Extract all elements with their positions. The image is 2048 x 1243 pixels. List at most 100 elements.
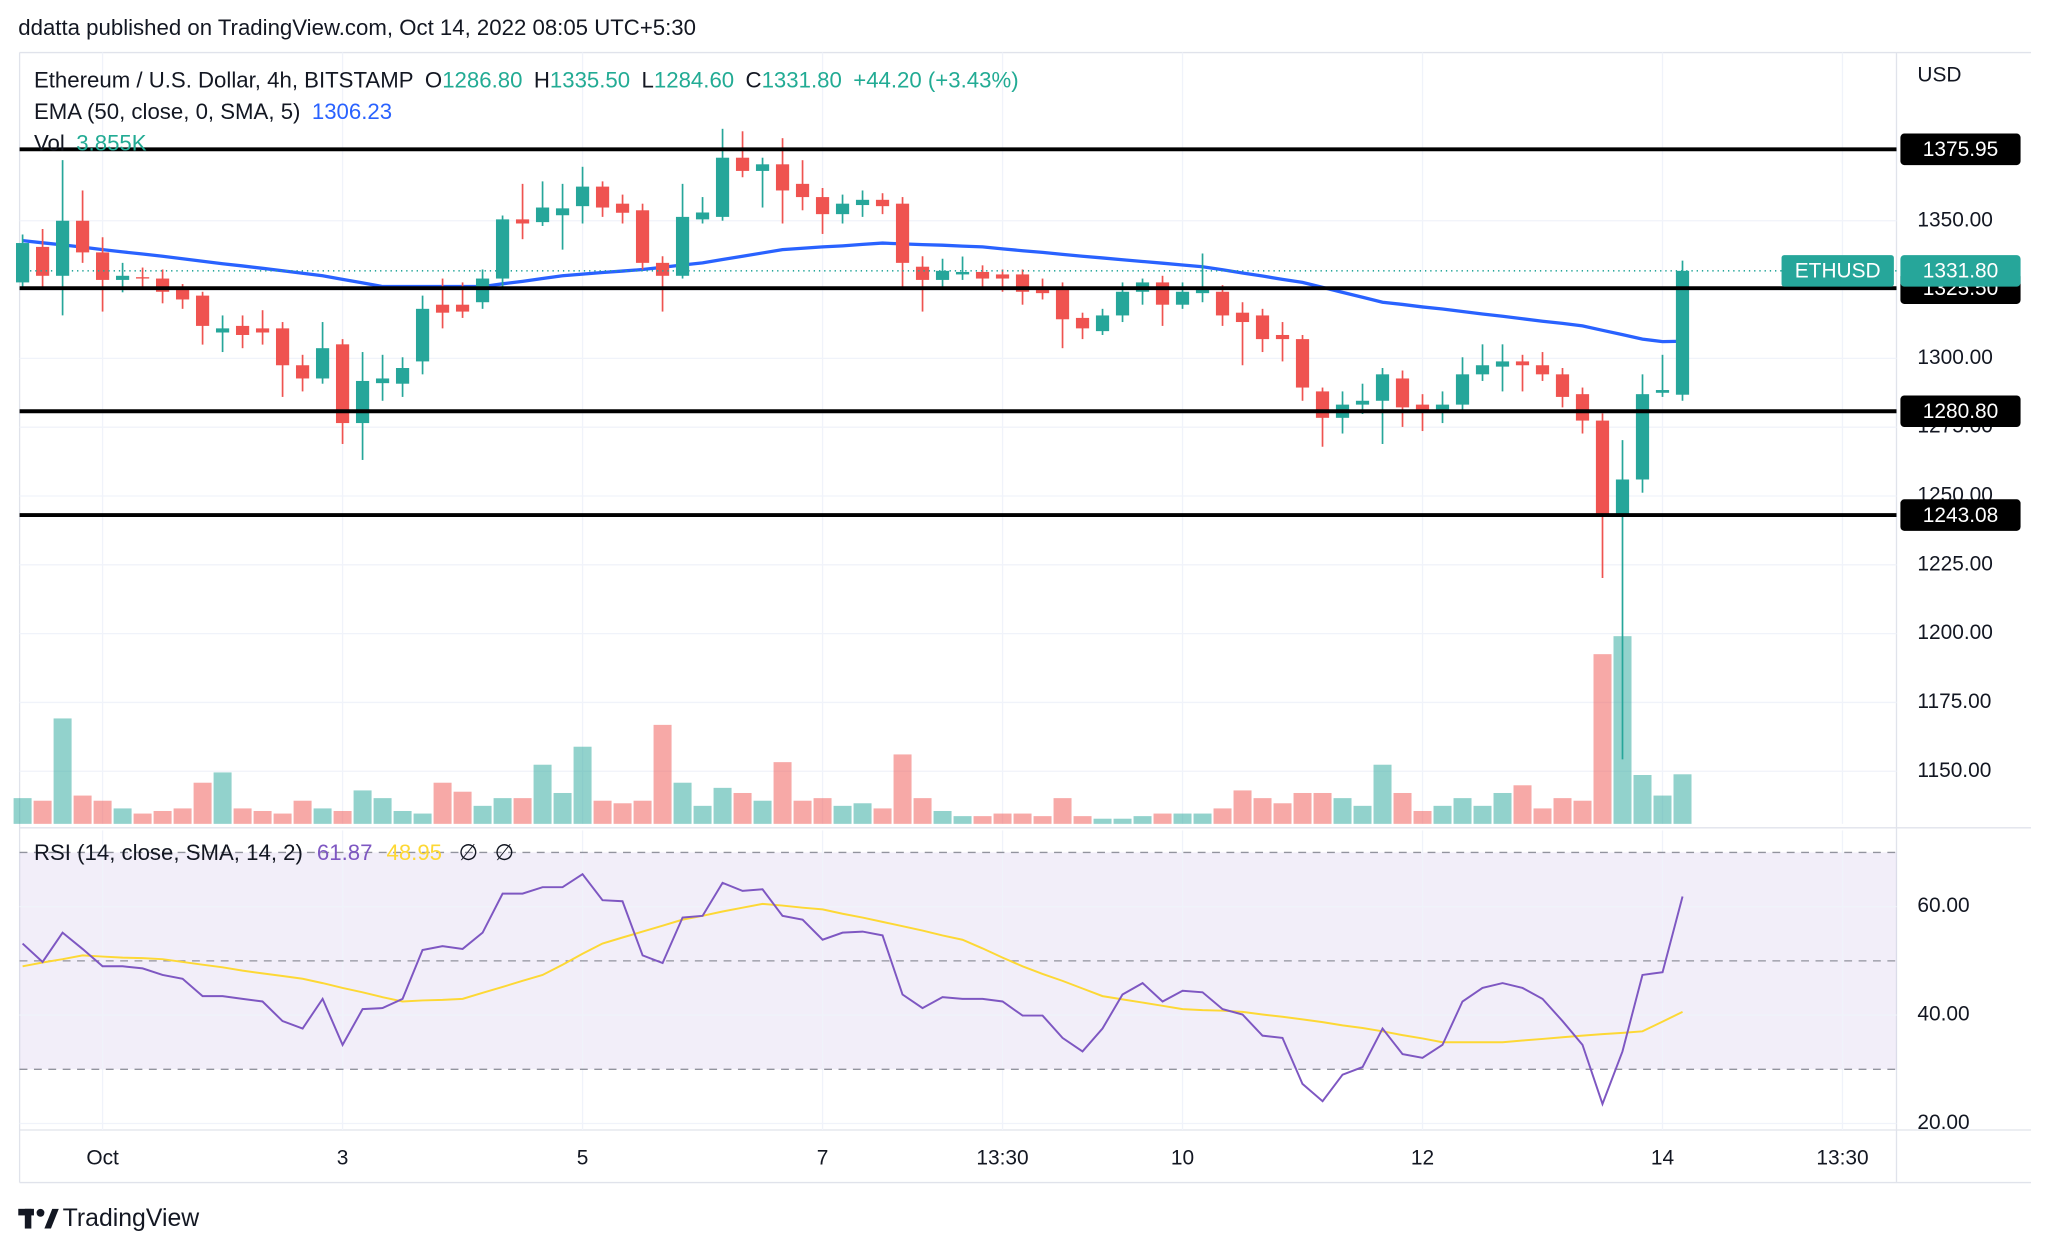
- volume-bar: [1133, 816, 1152, 824]
- candle-body: [1515, 361, 1530, 366]
- volume-bar: [33, 800, 52, 824]
- volume-bar: [493, 798, 512, 824]
- legend-main: Ethereum / U.S. Dollar, 4h, BITSTAMP O12…: [34, 67, 1019, 92]
- volume-bar: [853, 803, 872, 824]
- candle-body: [1315, 391, 1330, 418]
- candle-body: [1055, 289, 1070, 320]
- brand: TradingView: [63, 1204, 201, 1232]
- l-value: 1284.60: [654, 67, 734, 92]
- candle-body: [1375, 374, 1390, 401]
- volume-bar: [353, 790, 372, 824]
- brand-logo: [18, 1208, 59, 1229]
- y-tick-label: 1175.00: [1917, 690, 1991, 713]
- candle-body: [875, 199, 890, 207]
- candle-body: [515, 219, 530, 224]
- legend-ema: EMA (50, close, 0, SMA, 5) 1306.23: [34, 99, 392, 124]
- y-tick-label: 1225.00: [1917, 552, 1993, 575]
- volume-bar: [1293, 792, 1312, 824]
- volume-bar: [753, 800, 772, 824]
- candle-body: [1495, 361, 1510, 367]
- price-label: 1331.80: [1923, 260, 1999, 283]
- candle-body: [415, 308, 430, 362]
- candle-body: [1035, 289, 1050, 294]
- volume-bar: [1213, 808, 1232, 824]
- volume-bar: [273, 813, 292, 824]
- h-value: 1335.50: [550, 67, 630, 92]
- level-tag: [1900, 133, 2021, 166]
- rsi-tick-label: 60.00: [1917, 894, 1969, 917]
- candle-body: [475, 278, 490, 303]
- volume-bar: [53, 718, 72, 824]
- candle-body: [1595, 420, 1610, 516]
- x-tick-label: Oct: [86, 1146, 119, 1169]
- candle-body: [55, 220, 70, 276]
- candle-body: [1235, 312, 1250, 323]
- candle-body: [1255, 315, 1270, 340]
- volume-bar: [13, 798, 32, 824]
- c-label: C: [746, 67, 762, 92]
- volume-bar: [793, 800, 812, 824]
- candle-body: [775, 164, 790, 191]
- candle-body: [855, 199, 870, 206]
- o-value: 1286.80: [442, 67, 522, 92]
- volume-bar: [1153, 813, 1172, 824]
- volume-bar: [213, 772, 232, 824]
- level-label: 1243.08: [1923, 504, 1999, 527]
- candle-body: [1535, 365, 1550, 375]
- volume-bar: [713, 787, 732, 824]
- volume-bar: [1073, 816, 1092, 824]
- candle-body: [175, 289, 190, 300]
- volume-bar: [573, 746, 592, 824]
- volume-bar: [473, 805, 492, 824]
- legend-rsi: RSI (14, close, SMA, 14, 2) 61.87 48.95 …: [34, 840, 514, 865]
- candle-body: [15, 243, 30, 283]
- candle-body: [1155, 282, 1170, 305]
- candle-body: [1295, 339, 1310, 388]
- plot: Oct 3 5 7 13:30 10 12 14 13:30 1150.00 1175.00 1200…: [13, 51, 2032, 1184]
- volume-bar: [1353, 805, 1372, 824]
- candle-body: [1475, 365, 1490, 375]
- candle-body: [255, 328, 270, 333]
- volume-bar: [973, 816, 992, 824]
- candle-body: [1435, 404, 1450, 410]
- candle-body: [735, 157, 750, 171]
- volume-bar: [413, 813, 432, 824]
- y-tick-label: 1200.00: [1917, 621, 1993, 644]
- volume-bar: [1373, 764, 1392, 824]
- candle-body: [795, 183, 810, 198]
- c-value: 1331.80: [762, 67, 842, 92]
- change: +44.20 (+3.43%): [853, 67, 1018, 92]
- level-tag: [1900, 395, 2021, 427]
- rsi-sma-line: [22, 902, 1683, 1044]
- candle-body: [835, 203, 850, 215]
- candle-body: [1675, 270, 1690, 395]
- volume-bar: [253, 810, 272, 824]
- candle-body: [1415, 404, 1430, 412]
- volume-bar: [373, 798, 392, 824]
- volume-bar: [73, 795, 92, 824]
- candle-body: [1275, 334, 1290, 340]
- volume-bar: [1173, 813, 1192, 824]
- x-tick-label: 3: [337, 1146, 349, 1169]
- x-tick-label: 13:30: [1816, 1146, 1868, 1169]
- candle-body: [1075, 317, 1090, 329]
- vol-value: 3.855K: [76, 130, 147, 155]
- volume-bar: [633, 800, 652, 824]
- h-label: H: [534, 67, 550, 92]
- candle-body: [915, 266, 930, 280]
- candle-body: [975, 271, 990, 279]
- x-tick-label: 5: [577, 1146, 589, 1169]
- volume-bar: [1393, 792, 1412, 824]
- candle-body: [1115, 291, 1130, 316]
- rsi-sma-value: 48.95: [386, 840, 442, 865]
- candle-body: [635, 210, 650, 263]
- symbol-tag: [1781, 255, 1894, 287]
- rsi-label: RSI (14, close, SMA, 14, 2): [34, 840, 303, 865]
- volume-bar: [873, 808, 892, 824]
- o-label: O: [425, 67, 442, 92]
- candle-body: [1175, 291, 1190, 305]
- level-label: 1280.80: [1923, 400, 1999, 423]
- ema-line: [22, 238, 1683, 344]
